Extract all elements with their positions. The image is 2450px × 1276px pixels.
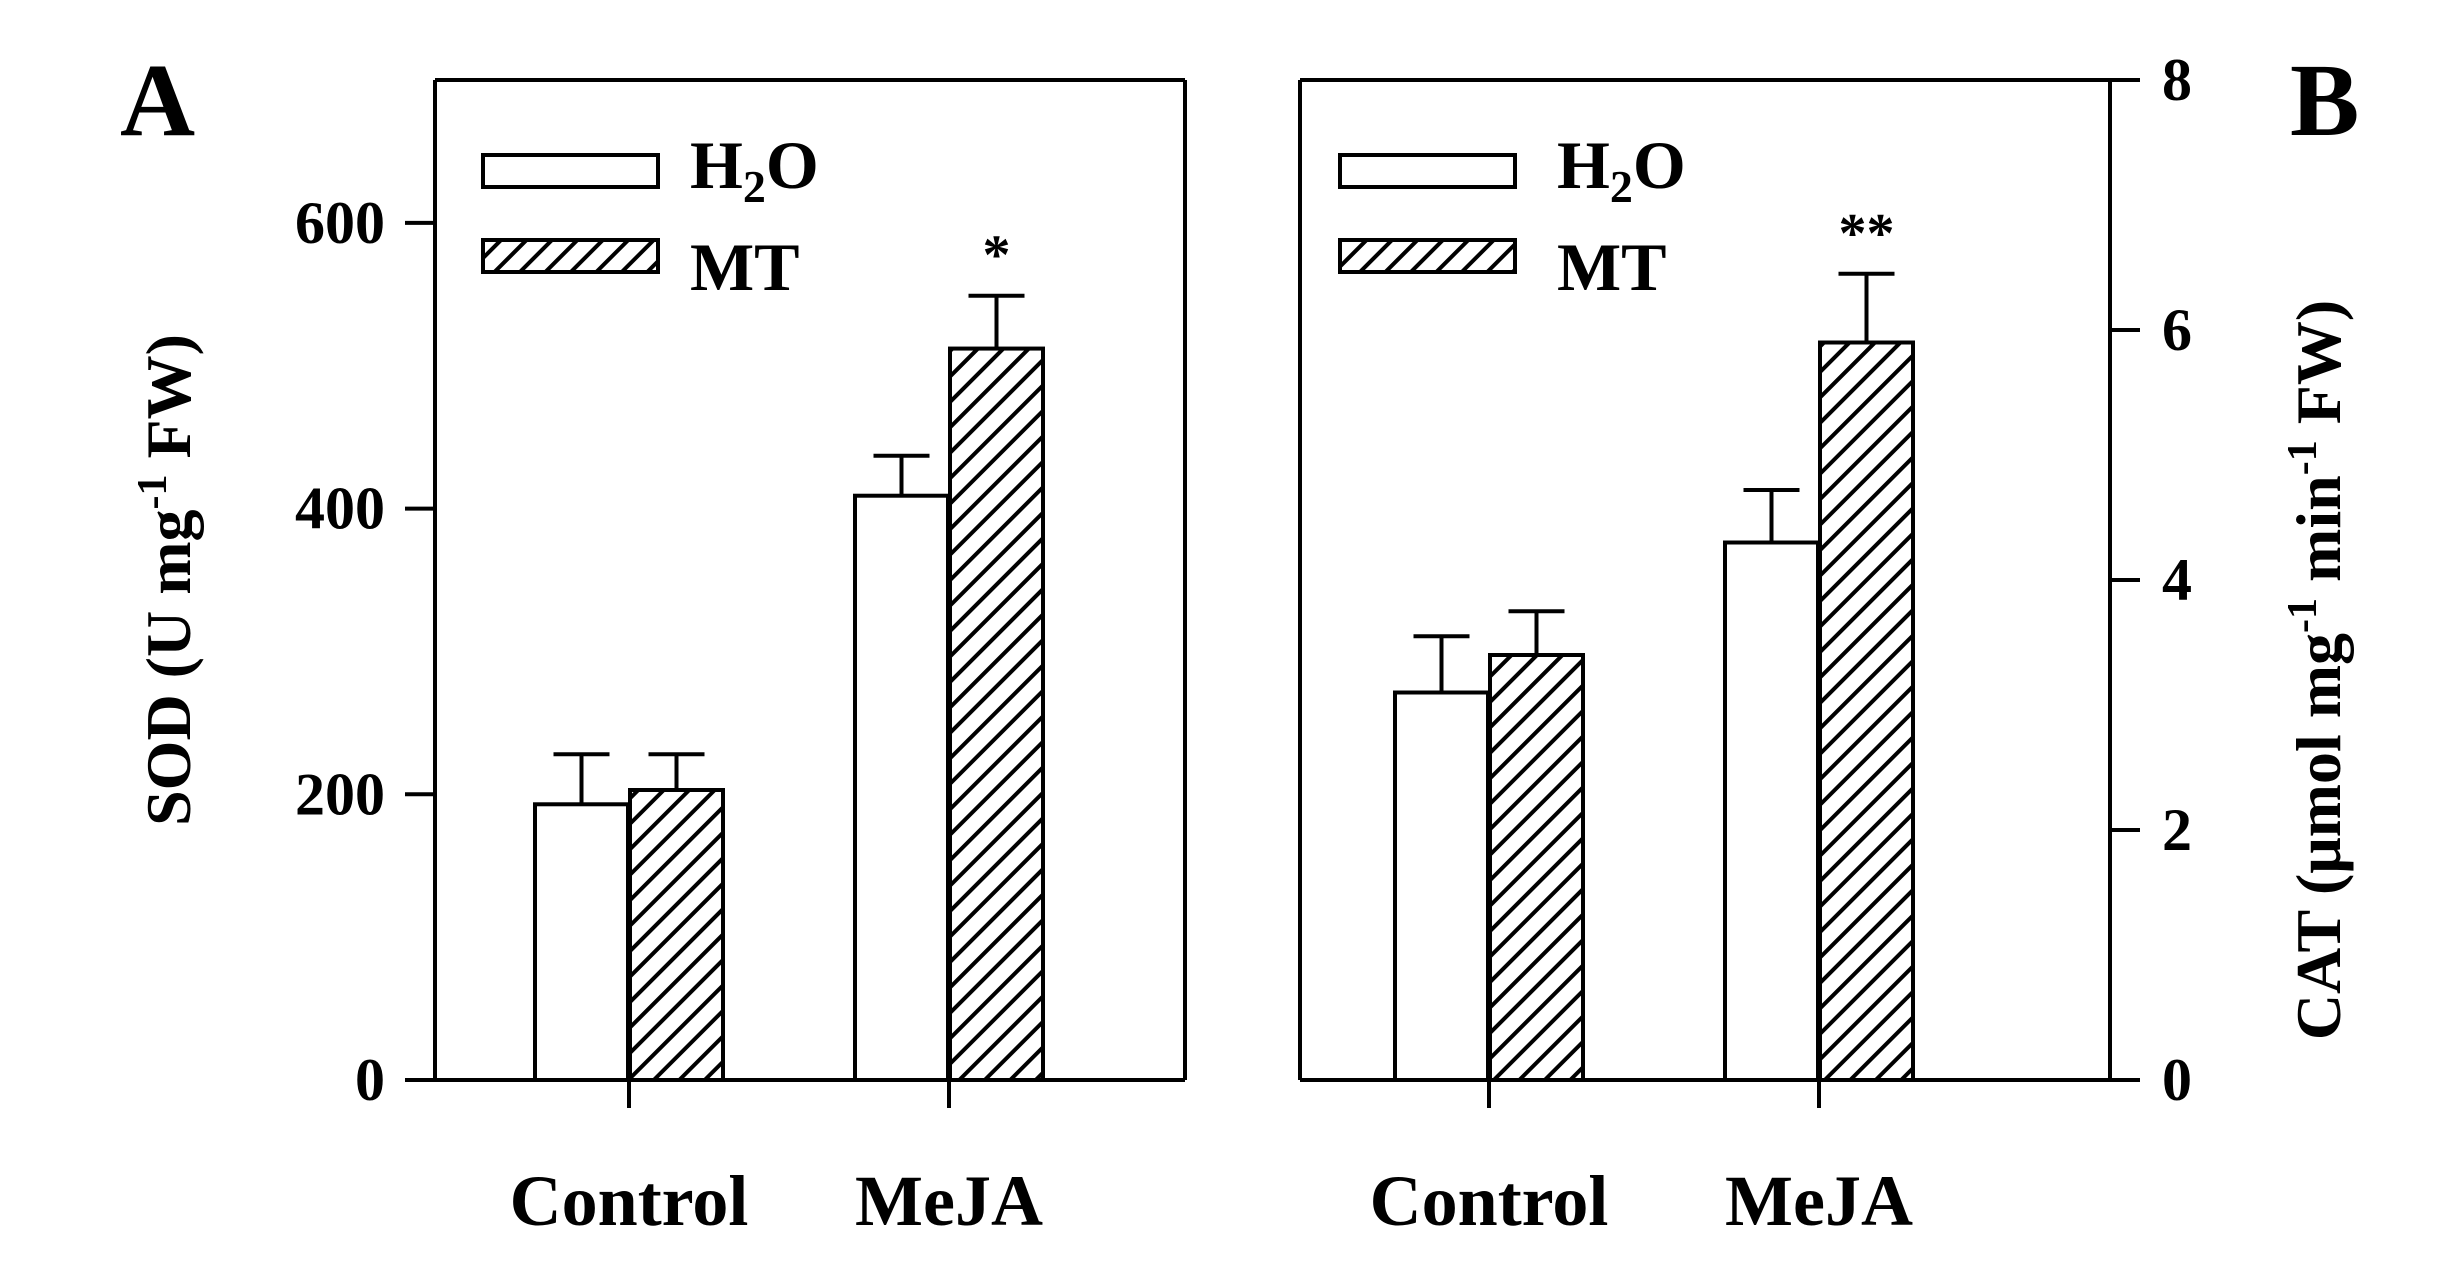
panel-a-bar-h2o-meja [853, 493, 950, 1082]
panel-a-legend-label-mt: MT [690, 229, 800, 305]
panel-b-bar-h2o-control [1393, 690, 1490, 1082]
panel-a-ytick-label: 600 [295, 190, 385, 256]
panel-b-label: B [2290, 43, 2359, 158]
panel-a-legend-label-h2o: H2O [690, 127, 819, 212]
panel-a-ylabel-sup: -1 [130, 474, 176, 509]
panel-a-legend-h2o-sub: 2 [743, 161, 766, 212]
panel-b-errorbar [1838, 271, 1895, 343]
panel-a-ytick-label: 0 [355, 1047, 385, 1113]
panel-a-label: A [120, 43, 195, 158]
panel-a-bars: * [533, 225, 1045, 1083]
panel-b-ytick-label: 8 [2162, 47, 2192, 113]
panel-a: A 0 200 400 600 Control MeJA * H2O MT SOD (U … [120, 43, 1187, 1241]
panel-b-ytick-label: 2 [2162, 797, 2192, 863]
panel-b-errorbar [1743, 488, 1800, 543]
panel-a-ytick-label: 400 [295, 476, 385, 542]
panel-b-ylabel: CAT (μmol mg-1 min-1 FW) [2280, 300, 2354, 1040]
panel-a-bar-mt-control [628, 788, 725, 1082]
panel-a-errorbar [553, 752, 610, 805]
panel-b-legend-swatch-mt [1338, 238, 1517, 274]
panel-a-ylabel-tail: FW) [133, 334, 204, 474]
panel-a-errorbar [648, 752, 705, 790]
panel-b-ytick-label: 6 [2162, 297, 2192, 363]
panel-a-legend-swatch-h2o [481, 153, 660, 189]
panel-a-ytick-label: 200 [295, 761, 385, 827]
panel-a-category-label: Control [510, 1161, 749, 1241]
panel-b-legend-swatch-h2o [1338, 153, 1517, 189]
panel-b-errorbar [1413, 634, 1470, 693]
panel-b-bars: ** [1393, 203, 1915, 1082]
panel-a-legend: H2O MT [481, 127, 819, 305]
panel-a-legend-h2o-main: H [690, 127, 743, 203]
panel-a-y-ticks: 0 200 400 600 Control MeJA [295, 190, 1043, 1241]
panel-b-y-ticks: 0 2 4 6 8 Control MeJA [1370, 47, 2192, 1241]
panel-b-legend-h2o-suffix: O [1633, 127, 1686, 203]
panel-a-ylabel-main: SOD (U mg [133, 509, 204, 825]
panel-a-bar-h2o-control [533, 802, 630, 1082]
panel-b-ylabel-tail: FW) [2283, 300, 2354, 440]
panel-a-category-label: MeJA [855, 1161, 1043, 1241]
panel-b-legend-h2o-main: H [1557, 127, 1610, 203]
panel-a-bar-mt-meja [948, 346, 1045, 1083]
panel-b-bar-h2o-meja [1723, 540, 1820, 1082]
panel-b-ytick-label: 4 [2162, 547, 2192, 613]
panel-b-legend: H2O MT [1338, 127, 1686, 305]
panel-b-legend-h2o-sub: 2 [1610, 161, 1633, 212]
panel-b-significance: ** [1839, 203, 1895, 265]
panel-b-legend-label-h2o: H2O [1557, 127, 1686, 212]
panel-b-ylabel-main: CAT (μmol mg [2283, 633, 2354, 1040]
panel-a-ylabel: SOD (U mg-1 FW) [130, 334, 204, 826]
panel-b-bar-mt-meja [1818, 340, 1915, 1082]
panel-b-ylabel-sup2: -1 [2280, 440, 2326, 475]
panel-b-ylabel-sup1: -1 [2280, 598, 2326, 633]
panel-b-errorbar [1508, 609, 1565, 655]
panel-a-errorbar [873, 453, 930, 496]
panel-b-category-label: MeJA [1725, 1161, 1913, 1241]
panel-a-legend-h2o-suffix: O [766, 127, 819, 203]
panel-a-significance: * [983, 225, 1011, 287]
panel-b-bar-mt-control [1488, 653, 1585, 1082]
panel-a-errorbar [968, 293, 1025, 349]
panel-b-legend-label-mt: MT [1557, 229, 1667, 305]
panel-b-ylabel-mid: min [2283, 475, 2354, 598]
panel-b-category-label: Control [1370, 1161, 1609, 1241]
panel-a-legend-swatch-mt [481, 238, 660, 274]
panel-b-ytick-label: 0 [2162, 1047, 2192, 1113]
